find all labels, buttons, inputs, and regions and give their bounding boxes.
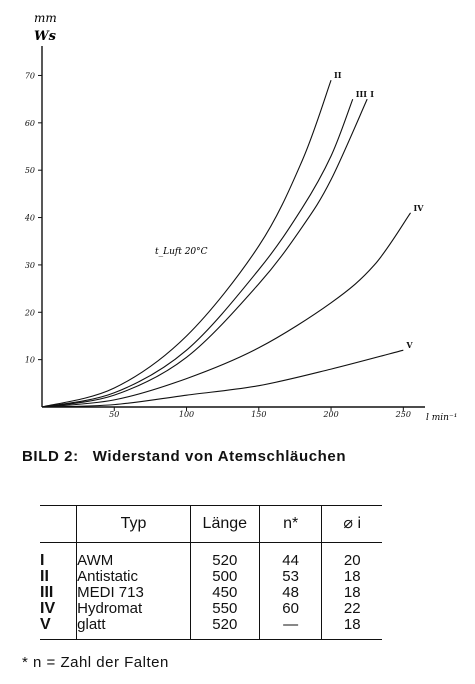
y-tick-label: 50	[25, 166, 35, 175]
y-tick-label: 10	[25, 356, 35, 365]
y-tick-label: 20	[24, 308, 35, 317]
row-typ: Antistatic	[76, 569, 191, 585]
annotation-temperature: t_Luft 20°C	[155, 247, 208, 257]
x-tick-label: 250	[395, 410, 411, 419]
chart-axes	[41, 46, 425, 408]
row-laenge: 450	[190, 585, 260, 601]
y-tick-label: 40	[24, 214, 35, 223]
table-row: IV Hydromat 550 60 22	[40, 601, 382, 617]
series-line-II	[41, 80, 332, 408]
row-laenge: 550	[190, 601, 260, 617]
row-n: 44	[259, 542, 323, 569]
series-line-V	[41, 349, 404, 408]
row-roman: I	[40, 542, 78, 569]
y-unit-bottom: Ws	[34, 29, 57, 44]
caption-title: Widerstand von Atemschläuchen	[92, 448, 347, 465]
series-line-I	[41, 98, 368, 408]
row-typ: Hydromat	[76, 601, 191, 617]
row-laenge: 520	[190, 542, 260, 569]
chart-ticks: 50 100 150 200 250 10 20 30 40 50 60 70	[24, 71, 411, 419]
row-n: 53	[259, 569, 323, 585]
row-diameter: 22	[343, 600, 361, 617]
row-diameter: 20	[343, 552, 361, 569]
row-laenge: 500	[190, 569, 260, 585]
chart-curves	[41, 80, 411, 408]
x-unit: l min⁻¹	[426, 413, 457, 423]
row-typ: MEDI 713	[76, 585, 191, 601]
row-n: 60	[259, 601, 323, 617]
row-typ: glatt	[76, 617, 191, 640]
header-n: n*	[259, 505, 323, 543]
row-diameter: 18	[321, 617, 382, 640]
row-roman: III	[40, 585, 78, 601]
y-tick-label: 30	[25, 261, 35, 270]
y-tick-label: 70	[25, 71, 35, 80]
x-tick-label: 100	[179, 410, 194, 419]
series-line-III	[41, 98, 354, 408]
row-typ: AWM	[76, 542, 191, 569]
row-laenge: 520	[190, 617, 260, 640]
series-label-I: I	[370, 89, 374, 99]
table-row: I AWM 520 44 20	[40, 542, 382, 569]
x-tick-label: 200	[322, 410, 338, 419]
figure-caption: BILD 2: Widerstand von Atemschläuchen	[22, 448, 346, 465]
x-tick-label: 150	[251, 410, 266, 419]
hose-table: Typ Länge n* ⌀ i I AWM 520 44 20 II Anti…	[40, 505, 382, 640]
caption-label: BILD 2:	[22, 448, 79, 465]
row-diameter: 18	[343, 568, 361, 585]
y-unit-top: mm	[34, 11, 57, 25]
row-n: —	[259, 617, 323, 640]
footnote: * n = Zahl der Falten	[22, 654, 169, 671]
series-label-V: V	[405, 340, 413, 350]
header-diameter: ⌀ i	[321, 505, 382, 543]
table-row: II Antistatic 500 53 18	[40, 569, 382, 585]
series-label-III: III	[356, 89, 367, 99]
row-diameter: 18	[343, 584, 361, 601]
row-n: 48	[259, 585, 323, 601]
series-label-IV: IV	[414, 203, 425, 213]
row-roman: II	[40, 569, 78, 585]
row-roman: IV	[40, 601, 78, 617]
table-header-row: Typ Länge n* ⌀ i	[40, 505, 382, 543]
header-roman	[40, 505, 78, 543]
table-row: V glatt 520 — 18	[40, 617, 382, 640]
header-typ: Typ	[76, 505, 191, 543]
row-roman: V	[40, 617, 78, 640]
header-laenge: Länge	[190, 505, 260, 543]
series-line-IV	[41, 212, 411, 408]
series-label-II: II	[334, 70, 342, 80]
table-row: III MEDI 713 450 48 18	[40, 585, 382, 601]
x-tick-label: 50	[109, 410, 119, 419]
y-tick-label: 60	[25, 119, 35, 128]
